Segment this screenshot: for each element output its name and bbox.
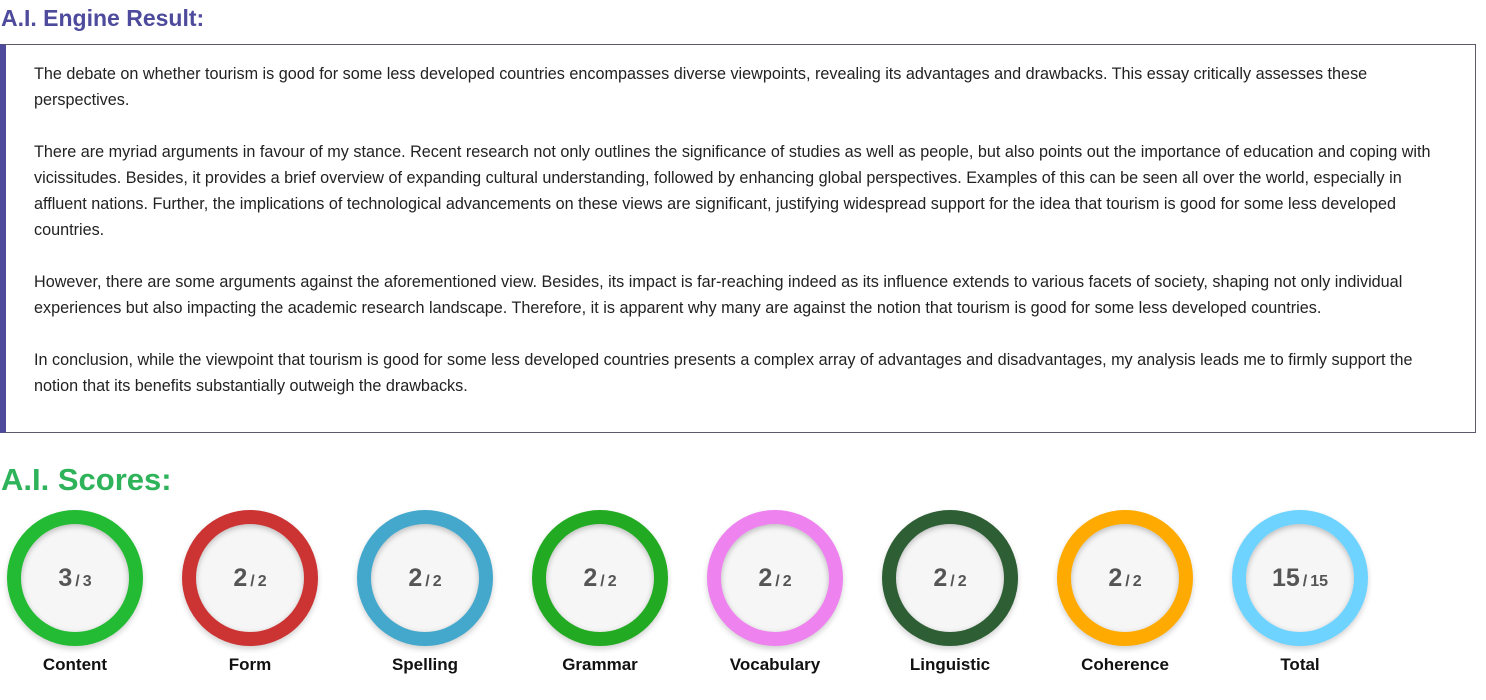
score-ring: 2/2: [882, 510, 1018, 646]
score-label: Coherence: [1081, 655, 1169, 674]
score-text: 2/2: [408, 564, 441, 593]
score-item-grammar: 2/2 Grammar: [532, 510, 668, 690]
score-separator: /: [75, 572, 80, 590]
ai-scores-title: A.I. Scores:: [1, 462, 172, 497]
score-separator: /: [600, 572, 605, 590]
score-label: Spelling: [391, 655, 459, 674]
score-ring: 2/2: [182, 510, 318, 646]
score-ring: 2/2: [532, 510, 668, 646]
essay-paragraph: The debate on whether tourism is good fo…: [34, 65, 1368, 109]
score-value: 15: [1271, 563, 1300, 592]
score-item-vocabulary: 2/2 Vocabulary: [707, 510, 843, 690]
score-separator: /: [775, 572, 780, 590]
score-max: 2: [957, 572, 967, 590]
score-label: Vocabulary: [729, 655, 821, 674]
score-text: 2/2: [583, 564, 616, 593]
score-text: 2/2: [1108, 564, 1141, 593]
score-label: Total: [1280, 655, 1320, 674]
score-item-spelling: 2/2 Spelling: [357, 510, 493, 690]
score-max: 2: [607, 572, 617, 590]
score-separator: /: [250, 572, 255, 590]
score-separator: /: [1125, 572, 1130, 590]
score-item-form: 2/2 Form: [182, 510, 318, 690]
score-label: Form: [228, 655, 272, 674]
scores-row: 3/3 Content 2/2 Form 2/2 Spelling: [0, 510, 1486, 690]
score-label: Content: [42, 655, 108, 674]
score-max: 2: [1132, 572, 1142, 590]
score-max: 2: [782, 572, 792, 590]
essay-paragraph: However, there are some arguments agains…: [34, 273, 1403, 317]
essay-paragraph: There are myriad arguments in favour of …: [34, 143, 1431, 239]
score-text: 3/3: [58, 564, 91, 593]
score-ring: 3/3: [7, 510, 143, 646]
score-value: 2: [1108, 563, 1123, 592]
score-max: 2: [257, 572, 267, 590]
score-value: 3: [58, 563, 73, 592]
score-separator: /: [1302, 572, 1308, 590]
score-separator: /: [425, 572, 430, 590]
score-item-content: 3/3 Content: [7, 510, 143, 690]
score-item-total: 15/15 Total: [1232, 510, 1368, 690]
score-text: 2/2: [233, 564, 266, 593]
score-separator: /: [950, 572, 955, 590]
score-ring: 2/2: [1057, 510, 1193, 646]
score-label: Linguistic: [909, 655, 991, 674]
ai-engine-result-title: A.I. Engine Result:: [1, 5, 205, 31]
score-value: 2: [408, 563, 423, 592]
score-value: 2: [933, 563, 948, 592]
score-max: 15: [1310, 572, 1329, 590]
score-value: 2: [758, 563, 773, 592]
score-label: Grammar: [562, 655, 638, 674]
score-value: 2: [583, 563, 598, 592]
score-text: 2/2: [758, 564, 791, 593]
score-ring: 2/2: [357, 510, 493, 646]
score-item-linguistic: 2/2 Linguistic: [882, 510, 1018, 690]
score-text: 2/2: [933, 564, 966, 593]
score-text: 15/15: [1272, 564, 1328, 593]
score-max: 2: [432, 572, 442, 590]
score-value: 2: [233, 563, 248, 592]
score-ring: 2/2: [707, 510, 843, 646]
score-max: 3: [82, 572, 92, 590]
essay-result-box: The debate on whether tourism is good fo…: [0, 44, 1476, 433]
score-ring: 15/15: [1232, 510, 1368, 646]
score-item-coherence: 2/2 Coherence: [1057, 510, 1193, 690]
essay-paragraph: In conclusion, while the viewpoint that …: [34, 351, 1413, 395]
